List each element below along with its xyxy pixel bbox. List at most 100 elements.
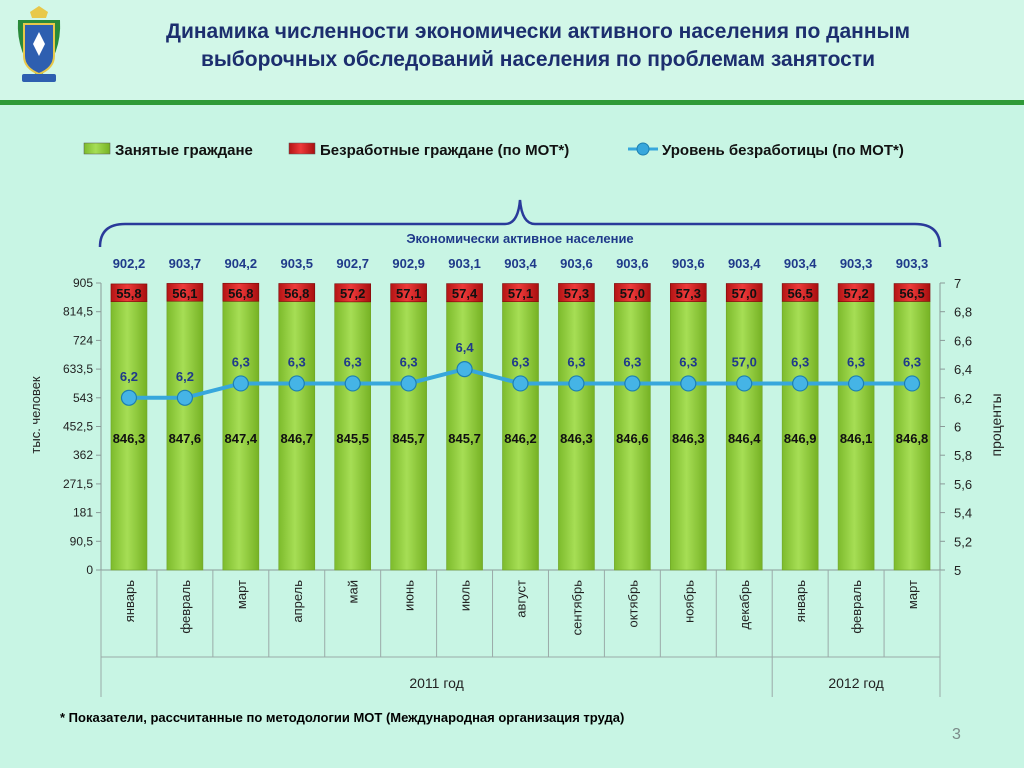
unemployed-value-label: 56,5 <box>899 286 924 301</box>
right-tick-label: 5,6 <box>954 477 972 492</box>
bar-employed <box>110 301 148 571</box>
bar-unemployed <box>837 283 875 302</box>
category-label: август <box>514 580 529 618</box>
bar-employed <box>725 301 763 571</box>
legend-marker-3 <box>636 142 650 156</box>
unemployed-value-label: 56,8 <box>284 286 309 301</box>
category-label: январь <box>793 580 808 622</box>
rate-value-label: 6,3 <box>567 354 585 369</box>
employed-value-label: 846,3 <box>113 431 146 446</box>
right-tick-label: 7 <box>954 276 961 291</box>
left-tick-label: 452,5 <box>63 420 93 434</box>
left-tick-label: 724 <box>73 333 93 347</box>
total-value-label: 903,4 <box>728 256 761 271</box>
unemployed-value-label: 55,8 <box>116 286 141 301</box>
category-label: октябрь <box>625 580 640 628</box>
bar-employed <box>278 301 316 571</box>
legend-label-1: Занятые граждане <box>115 142 253 159</box>
legend-label-3: Уровень безработицы (по МОТ*) <box>662 142 904 159</box>
unemployed-value-label: 56,5 <box>788 286 813 301</box>
rate-value-label: 6,3 <box>623 354 641 369</box>
rate-point <box>903 375 921 392</box>
bracket-label: Экономически активное население <box>406 231 633 246</box>
rate-value-label: 6,3 <box>511 354 529 369</box>
rate-point <box>232 375 249 392</box>
rate-point <box>120 389 138 406</box>
category-label: июнь <box>402 580 417 611</box>
bracket <box>98 199 942 248</box>
title-line-2: выборочных обследований населения по про… <box>200 48 876 71</box>
right-tick-label: 5 <box>954 563 961 578</box>
employed-value-label: 846,6 <box>616 431 649 446</box>
bar-unemployed <box>781 283 819 302</box>
rate-value-label: 6,3 <box>847 354 865 369</box>
rate-point <box>512 375 529 392</box>
category-label: февраль <box>849 580 864 634</box>
rate-point <box>736 375 753 392</box>
bar-employed <box>558 301 595 571</box>
bar-unemployed <box>725 283 763 302</box>
bar-employed <box>837 301 875 571</box>
category-label: март <box>234 580 249 609</box>
total-value-label: 903,4 <box>504 256 537 271</box>
rate-point <box>847 375 865 392</box>
footnote: * Показатели, рассчитанные по методологи… <box>60 710 625 725</box>
total-value-label: 903,1 <box>448 256 481 271</box>
page-number: 3 <box>952 726 961 743</box>
employed-value-label: 846,1 <box>840 431 873 446</box>
unemployed-value-label: 57,1 <box>508 286 533 301</box>
left-tick-label: 633,5 <box>63 362 93 376</box>
category-label: март <box>905 580 920 609</box>
employed-value-label: 846,3 <box>560 431 593 446</box>
total-value-label: 903,7 <box>169 256 202 271</box>
bar-unemployed <box>390 283 427 303</box>
total-value-label: 903,3 <box>840 256 873 271</box>
bar-unemployed <box>110 283 148 302</box>
left-tick-label: 90,5 <box>70 534 94 548</box>
total-value-label: 903,3 <box>896 256 929 271</box>
total-value-label: 903,6 <box>672 256 705 271</box>
bar-employed <box>390 301 427 571</box>
unemployed-value-label: 57,4 <box>452 286 478 301</box>
unemployed-value-label: 57,0 <box>732 286 757 301</box>
category-label: ноябрь <box>681 580 696 623</box>
rate-point <box>624 375 641 392</box>
total-value-label: 903,4 <box>784 256 817 271</box>
right-tick-label: 6,6 <box>954 333 972 348</box>
rate-value-label: 6,3 <box>288 354 306 369</box>
total-value-label: 902,7 <box>336 256 369 271</box>
right-tick-label: 5,8 <box>954 448 972 463</box>
rate-point <box>400 375 417 392</box>
bar-unemployed <box>278 283 316 302</box>
rate-point <box>680 375 697 392</box>
employed-value-label: 845,7 <box>392 431 425 446</box>
legend-swatch-1 <box>83 142 111 155</box>
total-value-label: 903,6 <box>616 256 649 271</box>
rate-value-label: 6,2 <box>176 369 194 384</box>
employed-value-label: 846,3 <box>672 431 705 446</box>
bar-unemployed <box>222 282 260 302</box>
rate-point <box>792 375 809 392</box>
page-title: Динамика численности экономически активн… <box>108 18 968 74</box>
rate-point <box>344 375 361 392</box>
employed-value-label: 846,2 <box>504 431 537 446</box>
right-axis-title: проценты <box>988 393 1004 456</box>
coat-of-arms-logo <box>17 6 61 82</box>
rate-point <box>568 375 585 392</box>
bar-unemployed <box>334 283 372 303</box>
bar-employed <box>166 300 204 571</box>
rate-value-label: 57,0 <box>732 354 757 369</box>
bar-employed <box>502 301 539 571</box>
rate-point <box>288 375 305 392</box>
unemployed-value-label: 57,2 <box>843 286 868 301</box>
rate-value-label: 6,3 <box>679 354 697 369</box>
employed-value-label: 846,4 <box>728 431 761 446</box>
rate-point <box>456 361 473 378</box>
category-label: сентябрь <box>569 580 584 636</box>
bar-unemployed <box>669 283 707 302</box>
bar-unemployed <box>166 283 204 302</box>
employed-value-label: 846,7 <box>280 431 313 446</box>
unemployed-value-label: 57,3 <box>564 286 589 301</box>
employed-value-label: 847,6 <box>169 431 202 446</box>
